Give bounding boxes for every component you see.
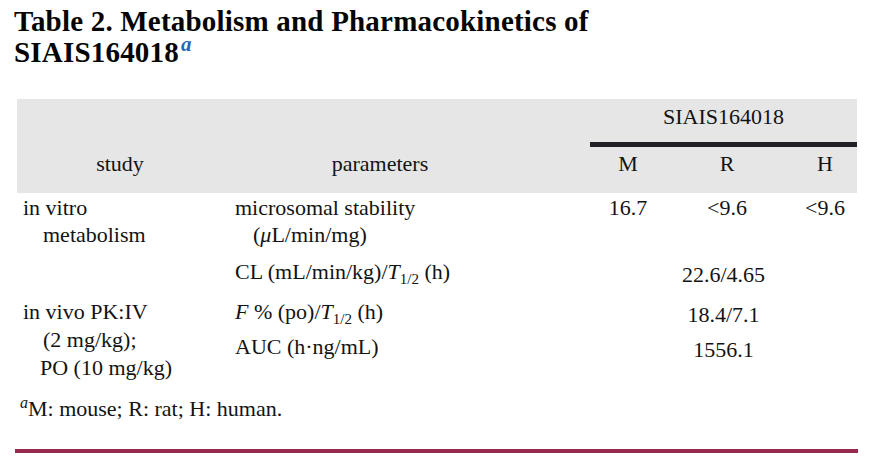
column-header-study: study <box>60 151 180 177</box>
table-footnote: aM: mouse; R: rat; H: human. <box>20 396 282 422</box>
fpo-label: % (po)/ <box>248 299 320 324</box>
value-cl-thalf: 22.6/4.65 <box>590 262 857 288</box>
group-header-rule <box>590 142 857 147</box>
f-symbol: F <box>235 299 248 324</box>
footnote-marker: a <box>20 394 28 411</box>
footnote-text: M: mouse; R: rat; H: human. <box>28 396 282 421</box>
microsomal-units: L/min/mg) <box>271 222 366 247</box>
group-header-compound: SIAIS164018 <box>590 104 857 130</box>
cl-unit: (h) <box>419 259 450 284</box>
cl-label: CL (mL/min/kg)/ <box>235 259 388 284</box>
param-cell-microsomal-line2: (μL/min/mg) <box>253 222 367 248</box>
paper-table-figure: Table 2. Metabolism and Pharmacokinetics… <box>0 0 885 459</box>
column-header-h: H <box>785 151 865 177</box>
fpo-t-subscript: 1/2 <box>333 311 352 327</box>
value-auc: 1556.1 <box>590 337 857 363</box>
cl-t-subscript: 1/2 <box>400 271 419 287</box>
table-title-line2: SIAIS164018a <box>14 37 192 67</box>
study-cell-invitro-line1: in vitro <box>23 195 87 221</box>
study-cell-invivo-line3: PO (10 mg/kg) <box>40 355 172 381</box>
param-cell-microsomal-line1: microsomal stability <box>235 195 415 221</box>
table-title-line1: Table 2. Metabolism and Pharmacokinetics… <box>14 6 589 36</box>
study-cell-invivo-line1: in vivo PK:IV <box>23 299 148 325</box>
cl-t-symbol: T <box>388 259 400 284</box>
value-fpo-thalf: 18.4/7.1 <box>590 302 857 328</box>
table-title-text1: Table 2. Metabolism and Pharmacokinetics… <box>14 5 589 37</box>
study-cell-invivo-line2: (2 mg/kg); <box>43 327 137 353</box>
column-header-r: R <box>687 151 767 177</box>
param-cell-fpo: F % (po)/T1/2 (h) <box>235 299 383 325</box>
param-cell-auc: AUC (h·ng/mL) <box>235 334 379 360</box>
study-cell-invitro-line2: metabolism <box>43 222 146 248</box>
figure-bottom-rule <box>15 449 858 453</box>
value-microsomal-human: <9.6 <box>785 195 865 221</box>
value-microsomal-rat: <9.6 <box>687 195 767 221</box>
fpo-t-symbol: T <box>321 299 333 324</box>
column-header-parameters: parameters <box>310 151 450 177</box>
column-header-m: M <box>588 151 668 177</box>
fpo-unit: (h) <box>352 299 383 324</box>
table-title-compound: SIAIS164018 <box>14 36 179 68</box>
param-cell-cl: CL (mL/min/kg)/T1/2 (h) <box>235 259 450 285</box>
value-microsomal-mouse: 16.7 <box>588 195 668 221</box>
title-footnote-marker: a <box>181 32 192 56</box>
mu-symbol: μ <box>260 222 271 247</box>
